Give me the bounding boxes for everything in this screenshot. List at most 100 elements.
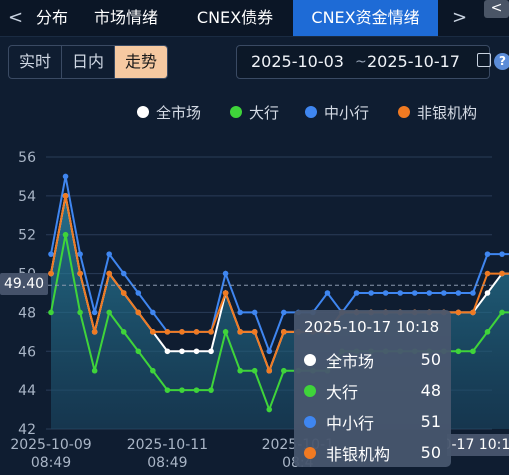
crosshair-x-label: 2025-10-17 10:18	[447, 434, 509, 456]
data-point	[106, 309, 112, 316]
data-point	[135, 309, 142, 316]
legend-dot	[230, 106, 242, 118]
tooltip-value: 48	[420, 381, 441, 400]
tab-market-sentiment[interactable]: 市场情绪	[80, 0, 172, 36]
data-point	[281, 309, 287, 316]
tooltip-series-name: 非银机构	[326, 444, 391, 464]
data-point	[266, 348, 273, 355]
date-separator: ~	[355, 54, 367, 70]
tab-label: 市场情绪	[93, 8, 158, 27]
data-point	[164, 329, 171, 335]
data-point	[120, 290, 127, 296]
legend-item-big-banks[interactable]: 大行	[230, 102, 279, 122]
data-point	[397, 290, 404, 296]
mode-trend-button[interactable]: 走势	[115, 46, 167, 78]
data-point	[237, 309, 243, 316]
data-point	[222, 329, 229, 335]
legend-label: 中小行	[324, 103, 370, 122]
data-point	[48, 270, 54, 277]
data-point	[62, 193, 69, 199]
tab-cnex-bonds[interactable]: CNEX债券	[180, 0, 290, 36]
data-point	[455, 348, 462, 355]
data-point	[484, 290, 491, 296]
tooltip-series-name: 大行	[326, 382, 359, 402]
legend-label: 非银机构	[417, 103, 478, 122]
data-point	[106, 251, 112, 257]
legend-label: 大行	[249, 103, 280, 122]
data-point	[208, 387, 214, 393]
data-point	[499, 309, 505, 316]
data-point	[179, 348, 185, 355]
data-point	[208, 329, 214, 335]
x-tick-label: 08:49	[147, 455, 187, 471]
data-point	[411, 290, 418, 296]
date-range-picker[interactable]: 2025-10-03 ~ 2025-10-17	[236, 45, 491, 79]
tooltip-row: 中小行 51	[304, 406, 441, 437]
end-date: 2025-10-17	[367, 52, 460, 71]
data-point	[135, 348, 142, 355]
y-tick-label: 52	[18, 228, 36, 244]
x-tick-label: 2025-10-11	[127, 437, 208, 453]
calendar-icon[interactable]	[477, 53, 491, 67]
data-point	[353, 290, 360, 296]
data-point	[150, 309, 156, 316]
data-point	[281, 329, 287, 335]
data-point	[455, 309, 462, 316]
legend-item-non-banks[interactable]: 非银机构	[398, 102, 477, 122]
data-point	[164, 348, 171, 355]
tabs-prev-arrow[interactable]: <	[8, 7, 24, 28]
tab-distribution[interactable]: 分布	[30, 0, 74, 36]
data-point	[48, 309, 54, 316]
data-point	[62, 173, 69, 180]
data-point	[470, 309, 476, 316]
tooltip-value: 50	[420, 443, 441, 462]
data-point	[368, 290, 374, 296]
x-tick-label: 08:49	[31, 455, 71, 471]
data-point	[208, 348, 214, 355]
x-tick-label: 2025-10-09	[10, 437, 91, 453]
mode-realtime-button[interactable]: 实时	[9, 46, 62, 78]
data-point	[193, 329, 200, 335]
help-icon[interactable]: ?	[494, 53, 509, 70]
data-point	[150, 367, 156, 374]
data-point	[62, 231, 69, 238]
data-point	[237, 367, 243, 374]
legend-dot	[137, 106, 149, 118]
data-point	[193, 387, 200, 393]
data-point	[179, 329, 185, 335]
data-point	[484, 329, 491, 335]
data-point	[77, 309, 83, 316]
data-point	[222, 270, 229, 277]
tooltip-row: 大行 48	[304, 375, 441, 406]
legend-item-all-market[interactable]: 全市场	[137, 102, 201, 122]
data-point	[266, 406, 273, 413]
legend-dot	[305, 106, 317, 118]
tooltip-dot	[304, 446, 316, 459]
tooltip-series-name: 全市场	[326, 351, 375, 371]
tab-cnex-funding-sentiment[interactable]: CNEX资金情绪	[293, 0, 438, 36]
data-point	[237, 329, 243, 335]
data-point	[251, 309, 258, 316]
data-point	[251, 329, 258, 335]
data-point	[499, 270, 505, 277]
y-tick-label: 48	[18, 305, 36, 321]
tooltip-time: 2025-10-17 10:18	[304, 318, 440, 336]
y-tick-label: 46	[18, 344, 36, 360]
data-point	[470, 290, 476, 296]
y-tick-label: 56	[18, 150, 36, 166]
tooltip-value: 51	[420, 412, 441, 431]
mode-selector: 实时 日内 走势	[8, 45, 168, 79]
y-tick-label: 54	[18, 189, 36, 205]
data-point	[164, 387, 171, 393]
data-point	[135, 290, 142, 296]
tabs-next-arrow[interactable]: >	[452, 7, 468, 28]
data-point	[499, 251, 505, 257]
data-point	[484, 270, 491, 277]
data-point	[266, 367, 273, 374]
legend-item-small-banks[interactable]: 中小行	[305, 102, 369, 122]
mode-intraday-button[interactable]: 日内	[62, 46, 115, 78]
tab-bar: < 分布 市场情绪 CNEX债券 CNEX资金情绪 > <	[0, 0, 509, 37]
tab-label: CNEX债券	[196, 8, 274, 27]
crosshair-y-label: 49.40	[0, 273, 48, 295]
collapse-button[interactable]: <	[484, 0, 509, 18]
